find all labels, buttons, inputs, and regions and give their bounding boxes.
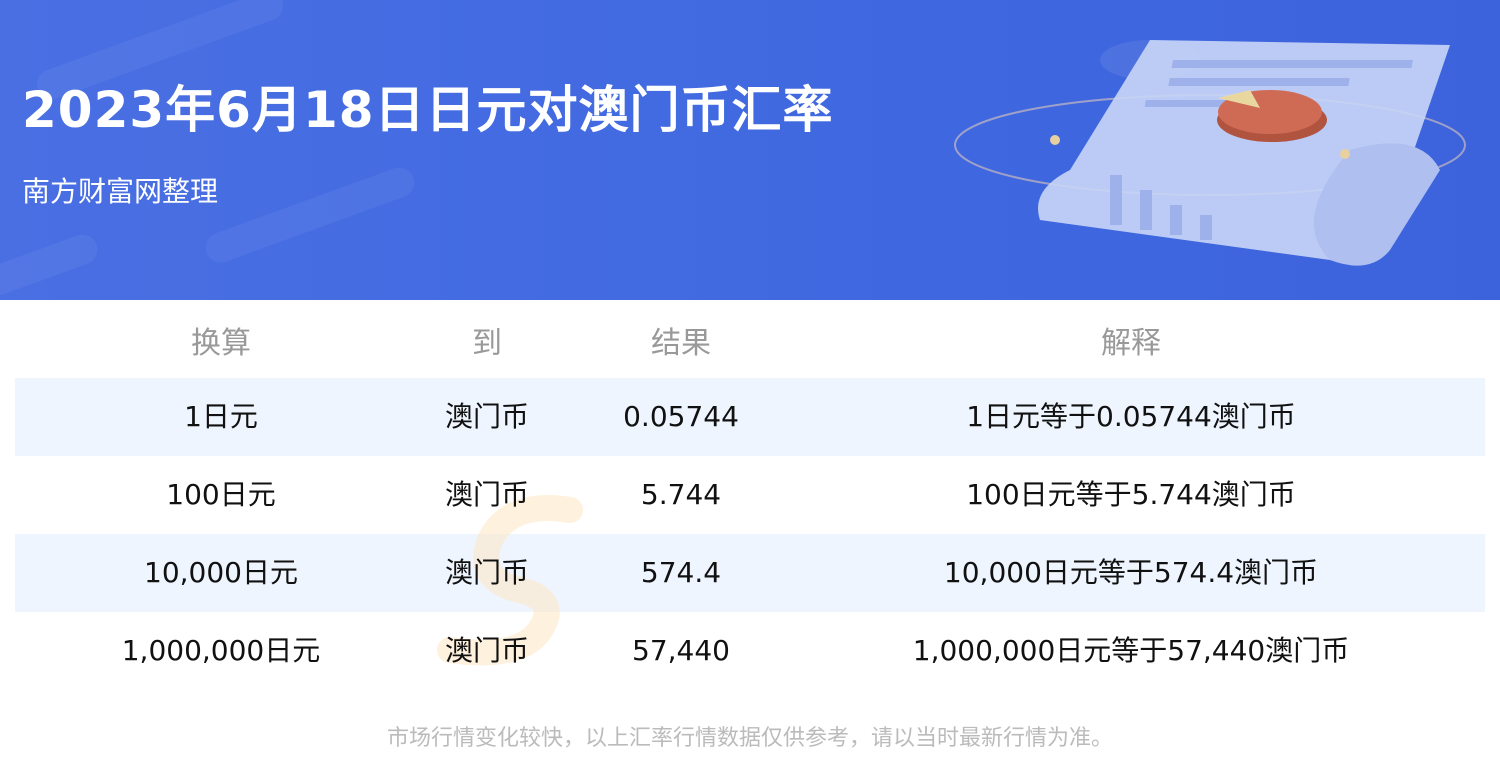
cell-result: 574.4 [640, 556, 722, 589]
cell-amount: 10,000日元 [144, 556, 298, 589]
header-banner: 2023年6月18日日元对澳门币汇率 南方财富网整理 [0, 0, 1500, 300]
cell-currency: 澳门币 [444, 478, 530, 511]
column-header-explanation: 解释 [1101, 326, 1161, 361]
cell-currency: 澳门币 [444, 400, 530, 433]
column-header-result: 结果 [651, 326, 711, 361]
cell-currency: 澳门币 [444, 556, 530, 589]
column-header-to: 到 [472, 326, 502, 361]
page-subtitle: 南方财富网整理 [22, 175, 219, 208]
page-title: 2023年6月18日日元对澳门币汇率 [22, 81, 834, 139]
disclaimer-text: 市场行情变化较快，以上汇率行情数据仅供参考，请以当时最新行情为准。 [386, 726, 1113, 751]
cell-currency: 澳门币 [444, 634, 530, 667]
report-illustration-icon [954, 40, 1466, 266]
cell-amount: 1,000,000日元 [121, 634, 321, 667]
cell-amount: 100日元 [166, 478, 276, 511]
cell-amount: 1日元 [184, 400, 258, 433]
cell-result: 5.744 [640, 478, 722, 511]
table-row: 1日元 澳门币 0.05744 1日元等于0.05744澳门币 [15, 378, 1485, 456]
table-row: 1,000,000日元 澳门币 57,440 1,000,000日元等于57,4… [15, 612, 1485, 690]
cell-explanation: 1,000,000日元等于57,440澳门币 [912, 634, 1350, 667]
column-header-convert: 换算 [191, 326, 251, 361]
table-row: 100日元 澳门币 5.744 100日元等于5.744澳门币 [15, 456, 1485, 534]
cell-explanation: 1日元等于0.05744澳门币 [966, 400, 1296, 433]
cell-explanation: 10,000日元等于574.4澳门币 [943, 556, 1319, 589]
table-row: 10,000日元 澳门币 574.4 10,000日元等于574.4澳门币 [15, 534, 1485, 612]
cell-explanation: 100日元等于5.744澳门币 [966, 478, 1296, 511]
cell-result: 57,440 [632, 634, 730, 667]
cell-result: 0.05744 [623, 400, 739, 433]
